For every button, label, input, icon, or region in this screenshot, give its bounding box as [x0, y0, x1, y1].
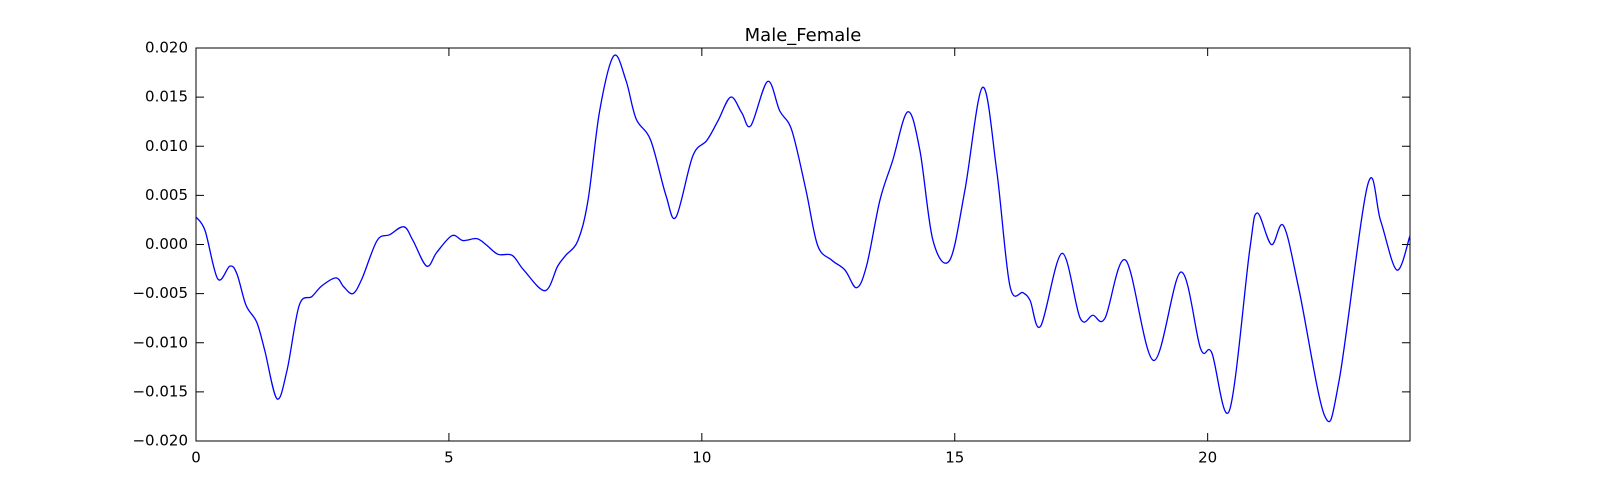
line-series — [195, 54, 1411, 423]
chart-title: Male_Female — [745, 25, 862, 46]
y-tick-label: 0.020 — [145, 39, 188, 57]
y-tick-label: −0.020 — [132, 432, 188, 450]
y-tick-label: −0.015 — [132, 382, 188, 400]
y-tick-label: −0.005 — [132, 284, 188, 302]
x-tick-label: 20 — [1198, 449, 1217, 467]
y-tick-label: −0.010 — [132, 333, 188, 351]
plot-frame — [195, 47, 1411, 442]
y-tick-label: 0.010 — [145, 137, 188, 155]
x-tick-label: 0 — [191, 449, 201, 467]
x-tick-label: 15 — [945, 449, 964, 467]
y-tick-label: 0.015 — [145, 88, 188, 106]
y-tick-label: 0.000 — [145, 235, 188, 253]
x-tick-label: 5 — [444, 449, 454, 467]
x-tick-label: 10 — [692, 449, 711, 467]
y-tick-label: 0.005 — [145, 186, 188, 204]
